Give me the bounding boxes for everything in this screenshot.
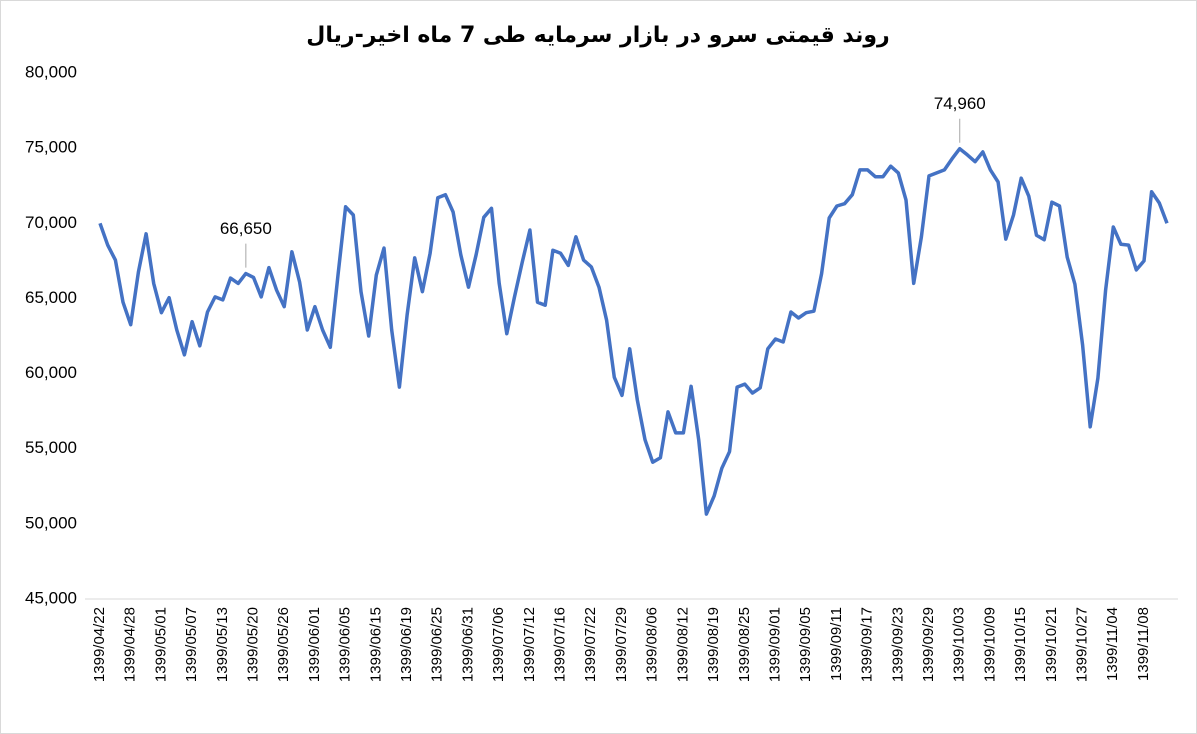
x-tick-label: 1399/11/08 [1135,607,1152,681]
y-tick-label: 60,000 [25,363,77,382]
y-tick-label: 80,000 [25,62,77,81]
x-tick-label: 1399/09/01 [766,607,783,682]
x-tick-label: 1399/10/09 [981,607,998,682]
value-label: 74,960 [934,94,986,113]
x-tick-label: 1399/08/19 [705,607,722,682]
x-tick-label: 1399/07/22 [582,607,599,682]
x-tick-label: 1399/07/06 [490,607,507,682]
x-tick-label: 1399/07/16 [552,607,569,682]
x-tick-label: 1399/10/03 [951,607,968,682]
x-tick-label: 1399/08/12 [674,607,691,682]
x-tick-label: 1399/11/04 [1104,607,1121,681]
x-tick-label: 1399/09/23 [889,607,906,682]
y-tick-label: 70,000 [25,213,77,232]
value-label: 66,650 [220,219,272,238]
x-tick-label: 1399/05/20 [244,607,261,682]
x-tick-label: 1399/08/25 [736,607,753,682]
x-tick-label: 1399/08/06 [644,607,661,682]
x-tick-label: 1399/05/26 [275,607,292,682]
x-tick-label: 1399/10/21 [1043,607,1060,682]
y-tick-label: 75,000 [25,138,77,157]
y-tick-label: 50,000 [25,513,77,532]
x-tick-label: 1399/07/12 [521,607,538,682]
x-tick-label: 1399/06/25 [429,607,446,682]
y-tick-label: 45,000 [25,588,77,607]
x-tick-label: 1399/07/29 [613,607,630,682]
x-tick-label: 1399/04/28 [122,607,139,682]
x-tick-label: 1399/10/15 [1012,607,1029,682]
x-tick-label: 1399/05/07 [183,607,200,682]
y-tick-label: 65,000 [25,288,77,307]
x-tick-label: 1399/06/31 [459,607,476,682]
chart-title: روند قیمتی سرو در بازار سرمایه طی 7 ماه … [306,23,889,48]
x-tick-label: 1399/09/05 [797,607,814,682]
x-tick-label: 1399/06/15 [367,607,384,682]
line [98,146,1169,516]
x-tick-label: 1399/09/17 [859,607,876,682]
x-tick-label: 1399/06/01 [306,607,323,682]
x-tick-label: 1399/06/05 [337,607,354,682]
y-tick-label: 55,000 [25,438,77,457]
x-tick-label: 1399/06/19 [398,607,415,682]
x-tick-label: 1399/09/11 [828,607,845,681]
x-tick-label: 1399/04/22 [91,607,108,682]
x-tick-label: 1399/09/29 [920,607,937,682]
x-tick-label: 1399/10/27 [1074,607,1091,682]
x-tick-label: 1399/05/13 [214,607,231,682]
x-tick-label: 1399/05/01 [152,607,169,682]
